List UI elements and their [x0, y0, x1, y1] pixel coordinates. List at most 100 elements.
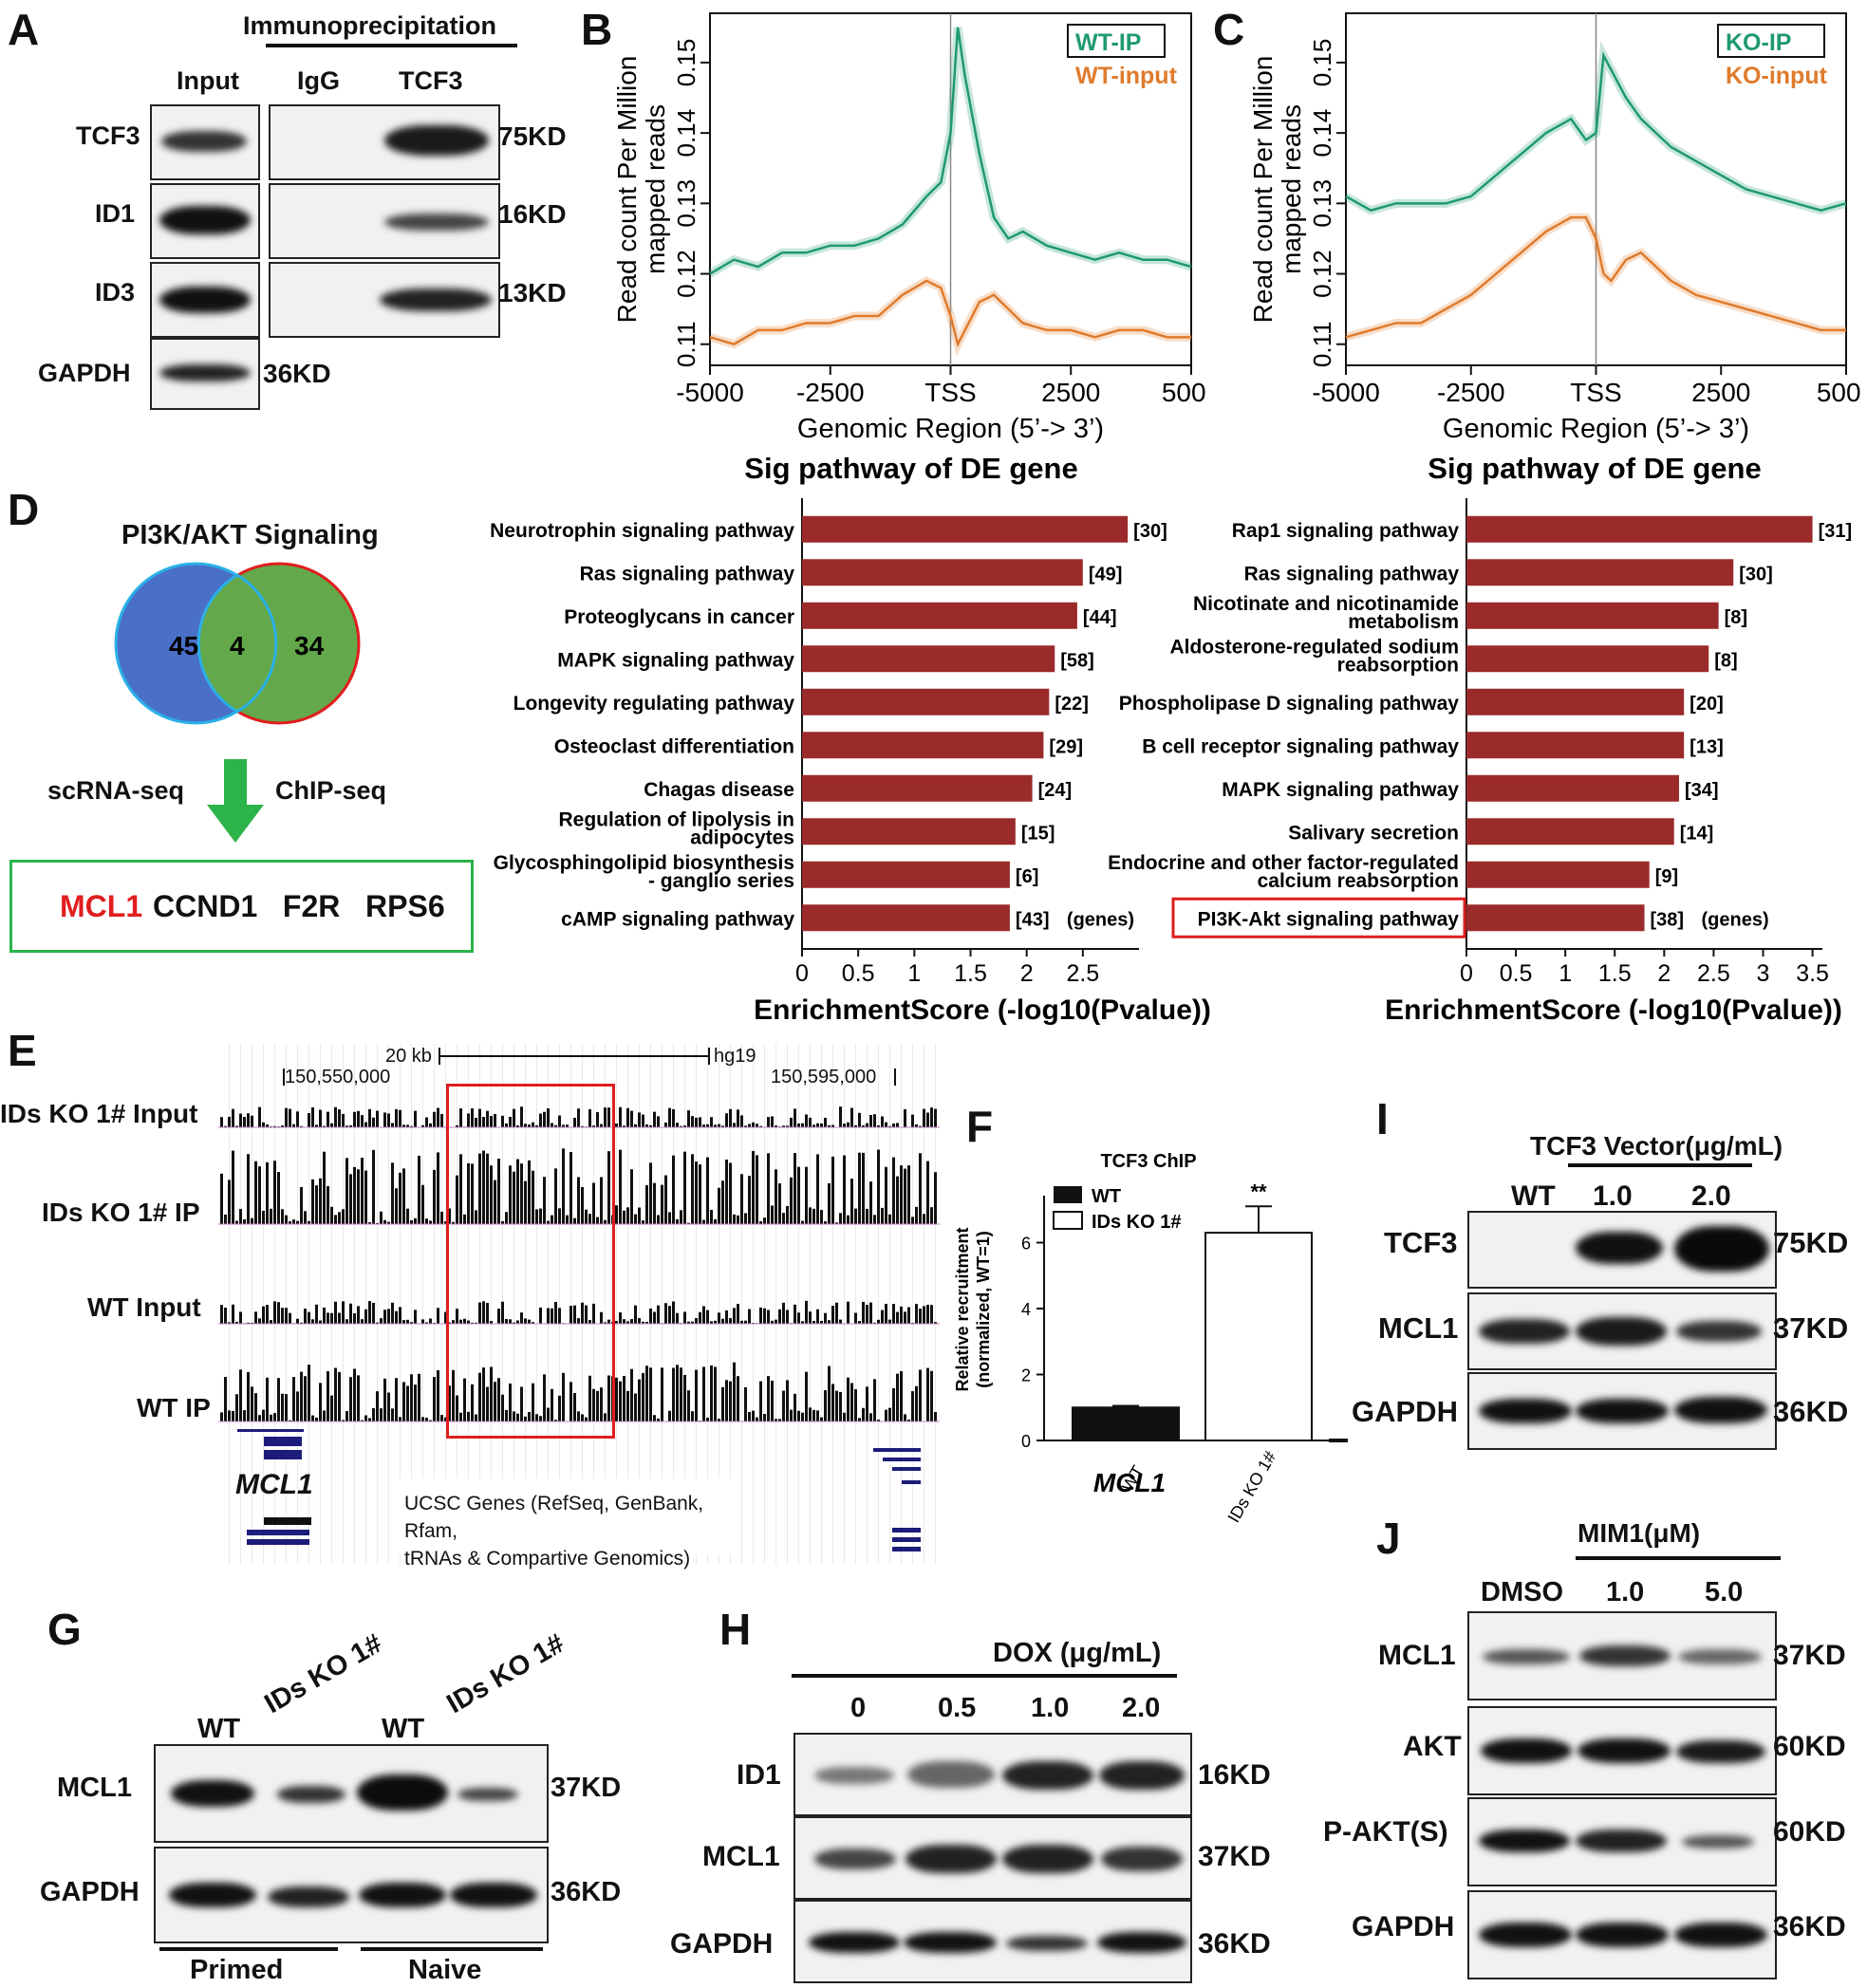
signal-bar	[699, 1311, 701, 1324]
signal-bar	[672, 1301, 675, 1324]
signal-bar	[315, 1185, 318, 1224]
signal-bar	[623, 1210, 625, 1224]
bar-label: PI3K-Akt signaling pathway	[1198, 908, 1460, 930]
signal-bar	[888, 1319, 891, 1324]
signal-bar	[592, 1125, 595, 1127]
signal-bar	[440, 1211, 443, 1224]
signal-bar	[623, 1319, 625, 1324]
signal-bar	[604, 1322, 607, 1324]
bar	[1072, 1406, 1180, 1441]
signal-bar	[604, 1107, 607, 1127]
signal-bar	[418, 1373, 420, 1421]
signal-bar	[311, 1179, 314, 1224]
signal-bar	[816, 1410, 819, 1421]
panel-label-e: E	[8, 1026, 37, 1075]
signal-bar	[649, 1124, 652, 1127]
x-tick-label: 2.5	[1066, 960, 1099, 987]
signal-bar	[387, 1309, 390, 1324]
signal-bar	[429, 1123, 432, 1127]
signal-bar	[873, 1379, 876, 1421]
signal-bar	[547, 1220, 550, 1224]
signal-bar	[437, 1370, 439, 1421]
signal-bar	[547, 1308, 550, 1324]
signal-bar	[581, 1302, 584, 1324]
signal-bar	[478, 1372, 481, 1421]
signal-bar	[285, 1107, 288, 1127]
signal-bar	[562, 1372, 565, 1421]
signal-bar	[714, 1124, 717, 1127]
signal-bar	[900, 1165, 903, 1224]
x-tick-label: 2	[1657, 960, 1671, 987]
signal-bar	[349, 1303, 352, 1324]
signal-bar	[615, 1205, 618, 1224]
signal-bar	[888, 1214, 891, 1224]
signal-bar	[577, 1108, 580, 1127]
signal-bar	[638, 1207, 641, 1224]
signal-bar	[311, 1319, 314, 1324]
signal-bar	[881, 1116, 884, 1127]
signal-bar	[915, 1124, 918, 1127]
signal-bar	[232, 1304, 234, 1324]
signal-bar	[721, 1386, 724, 1421]
signal-bar	[289, 1221, 291, 1224]
signal-bar	[364, 1122, 367, 1127]
legend-swatch	[1054, 1186, 1082, 1203]
signal-bar	[376, 1322, 379, 1324]
signal-bar	[554, 1124, 557, 1127]
signal-bar	[490, 1321, 493, 1324]
signal-bar	[653, 1182, 656, 1224]
signal-bar	[448, 1322, 451, 1324]
signal-bar	[383, 1310, 386, 1324]
signal-bar	[391, 1123, 394, 1127]
i-kd-mcl1: 37KD	[1773, 1311, 1849, 1345]
g-col-ko2: IDs KO 1#	[441, 1627, 570, 1720]
signal-bar	[516, 1413, 519, 1421]
signal-bar	[380, 1211, 383, 1224]
signal-bar	[790, 1117, 793, 1127]
signal-bar	[239, 1369, 242, 1421]
signal-bar	[699, 1164, 701, 1224]
panel-label-h: H	[719, 1605, 752, 1654]
signal-bar	[862, 1407, 865, 1421]
signal-bar	[554, 1302, 557, 1324]
signal-bar	[539, 1113, 542, 1127]
signal-bar	[790, 1409, 793, 1421]
bar-label: Longevity regulating pathway	[513, 693, 795, 715]
signal-bar	[691, 1116, 694, 1127]
signal-bar	[588, 1214, 591, 1224]
signal-bar	[824, 1221, 827, 1224]
signal-bar	[839, 1106, 842, 1127]
signal-bar	[376, 1391, 379, 1421]
signal-bar	[243, 1219, 246, 1224]
signal-bar	[509, 1116, 512, 1127]
signal-bar	[585, 1417, 588, 1421]
signal-bar	[402, 1168, 405, 1224]
signal-bar	[399, 1172, 401, 1224]
signal-bar	[357, 1110, 360, 1127]
signal-bar	[733, 1362, 736, 1421]
h-header-line	[792, 1674, 1177, 1678]
bar	[1466, 904, 1645, 932]
signal-bar	[406, 1385, 409, 1421]
bar	[802, 774, 1033, 802]
signal-bar	[828, 1320, 831, 1324]
y-axis-title: Read count Per Millionmapped reads	[1248, 56, 1306, 324]
signal-bar	[532, 1383, 534, 1421]
panel-label-c: C	[1213, 5, 1245, 54]
signal-bar	[308, 1365, 310, 1421]
signal-bar	[797, 1410, 800, 1421]
signal-bar	[778, 1419, 781, 1421]
bar-label: Chagas disease	[644, 779, 794, 801]
signal-bar	[680, 1210, 682, 1224]
count-label: [34]	[1685, 780, 1719, 801]
signal-bar	[805, 1371, 808, 1421]
signal-bar	[239, 1209, 242, 1224]
signal-bar	[930, 1305, 933, 1324]
signal-bar	[607, 1319, 610, 1324]
signal-bar	[592, 1303, 595, 1324]
svg-text:Read count Per Millionmapped r: Read count Per Millionmapped reads	[612, 56, 670, 324]
signal-bar	[623, 1375, 625, 1421]
signal-bar	[471, 1322, 474, 1324]
signal-bar	[778, 1309, 781, 1324]
count-label: [49]	[1089, 564, 1123, 585]
